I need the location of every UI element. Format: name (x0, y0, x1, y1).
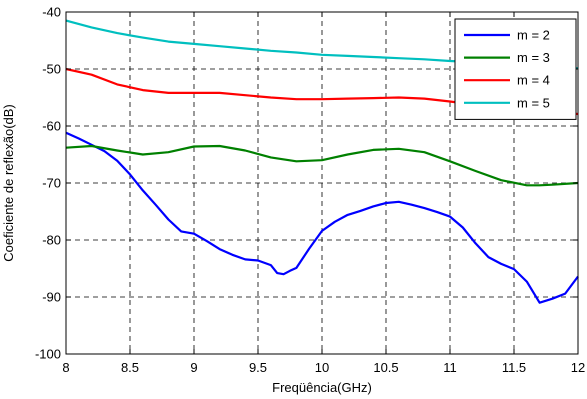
x-tick-label: 8 (62, 360, 69, 375)
x-tick-label: 9.5 (249, 360, 267, 375)
y-tick-label: -80 (42, 233, 61, 248)
legend-label: m = 5 (517, 95, 550, 110)
x-tick-label: 8.5 (121, 360, 139, 375)
y-tick-label: -60 (42, 119, 61, 134)
x-axis-label: Freqüência(GHz) (272, 380, 372, 395)
y-tick-label: -70 (42, 176, 61, 191)
legend: m = 2 m = 3 m = 4 m = 5 (454, 18, 577, 120)
y-tick-label: -100 (35, 347, 61, 362)
x-tick-label: 9 (190, 360, 197, 375)
series-line (65, 144, 579, 187)
y-tick-label: -90 (42, 290, 61, 305)
x-tick-label: 11.5 (502, 360, 526, 375)
y-axis-label: Coeficiente de reflexão(dB) (1, 104, 16, 262)
x-tick-label: 11 (443, 360, 457, 375)
x-tick-label: 10 (315, 360, 329, 375)
y-tick-label: -40 (42, 5, 61, 20)
x-tick-label: 10.5 (373, 360, 398, 375)
series-line (65, 131, 579, 304)
legend-label: m = 3 (517, 50, 550, 65)
x-tick-label: 12 (571, 360, 585, 375)
legend-label: m = 2 (517, 28, 550, 43)
axis-ticks: 8 8.5 9 9.5 10 10.5 11 11.5 12 -100 -90 -80 -70 -60 -5… (35, 5, 585, 376)
y-tick-label: -50 (42, 62, 61, 77)
legend-label: m = 4 (517, 73, 550, 88)
